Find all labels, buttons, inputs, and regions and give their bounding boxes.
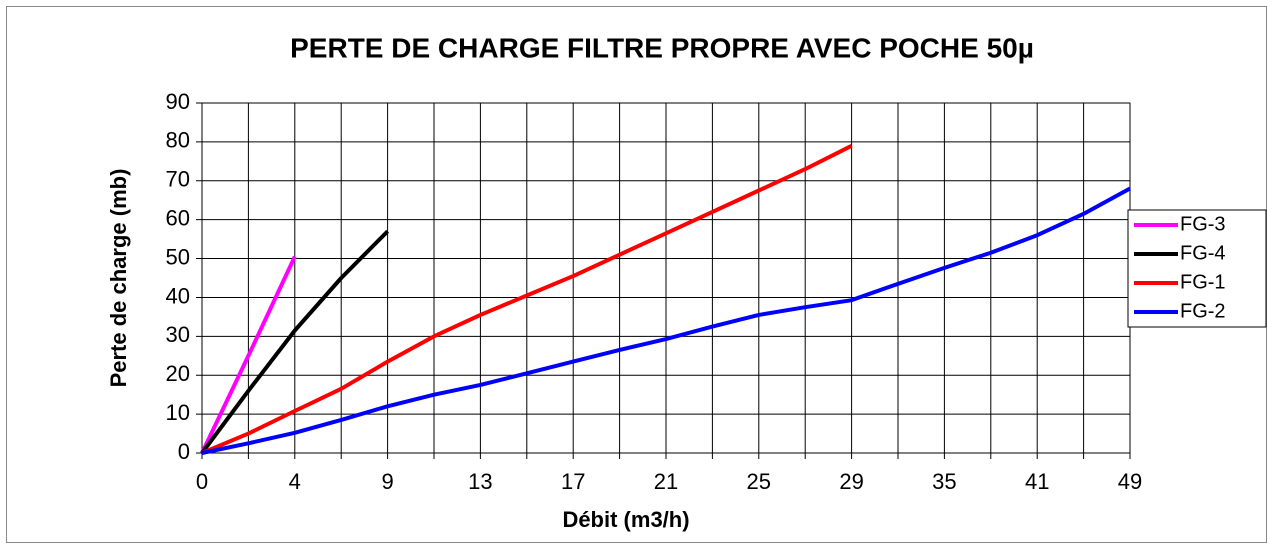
y-tick-label: 40	[166, 283, 190, 308]
y-tick-label: 80	[166, 128, 190, 153]
y-tick-label: 20	[166, 361, 190, 386]
x-tick-label: 35	[932, 469, 956, 494]
x-tick-label: 21	[654, 469, 678, 494]
x-tick-label: 49	[1118, 469, 1142, 494]
chart-title: PERTE DE CHARGE FILTRE PROPRE AVEC POCHE…	[290, 32, 1034, 63]
x-tick-label: 41	[1025, 469, 1049, 494]
series-line	[201, 143, 853, 455]
x-tick-label: 4	[289, 469, 301, 494]
x-tick-label: 25	[747, 469, 771, 494]
y-axis-label: Perte de charge (mb)	[106, 169, 131, 388]
series-line	[200, 229, 390, 455]
x-tick-label: 9	[381, 469, 393, 494]
legend-box	[1127, 209, 1267, 328]
legend-label: FG-1	[1180, 271, 1226, 293]
y-tick-label: 30	[166, 322, 190, 347]
x-tick-label: 0	[196, 469, 208, 494]
y-tick-label: 10	[166, 400, 190, 425]
legend-label: FG-4	[1180, 242, 1226, 264]
x-tick-label: 13	[468, 469, 492, 494]
series-line	[200, 255, 297, 454]
y-tick-label: 50	[166, 244, 190, 269]
y-tick-label: 90	[166, 89, 190, 114]
y-tick-label: 0	[178, 439, 190, 464]
legend-label: FG-3	[1180, 213, 1226, 235]
x-axis-label: Débit (m3/h)	[562, 507, 689, 532]
legend-label: FG-2	[1180, 300, 1226, 322]
y-tick-label: 60	[166, 205, 190, 230]
series-line	[201, 186, 1131, 455]
y-tick-label: 70	[166, 167, 190, 192]
x-tick-label: 17	[561, 469, 585, 494]
x-tick-label: 29	[839, 469, 863, 494]
